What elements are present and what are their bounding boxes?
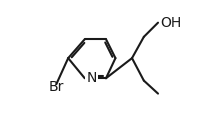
Text: Br: Br	[49, 80, 64, 94]
Text: N: N	[86, 71, 97, 85]
Text: OH: OH	[160, 16, 181, 30]
